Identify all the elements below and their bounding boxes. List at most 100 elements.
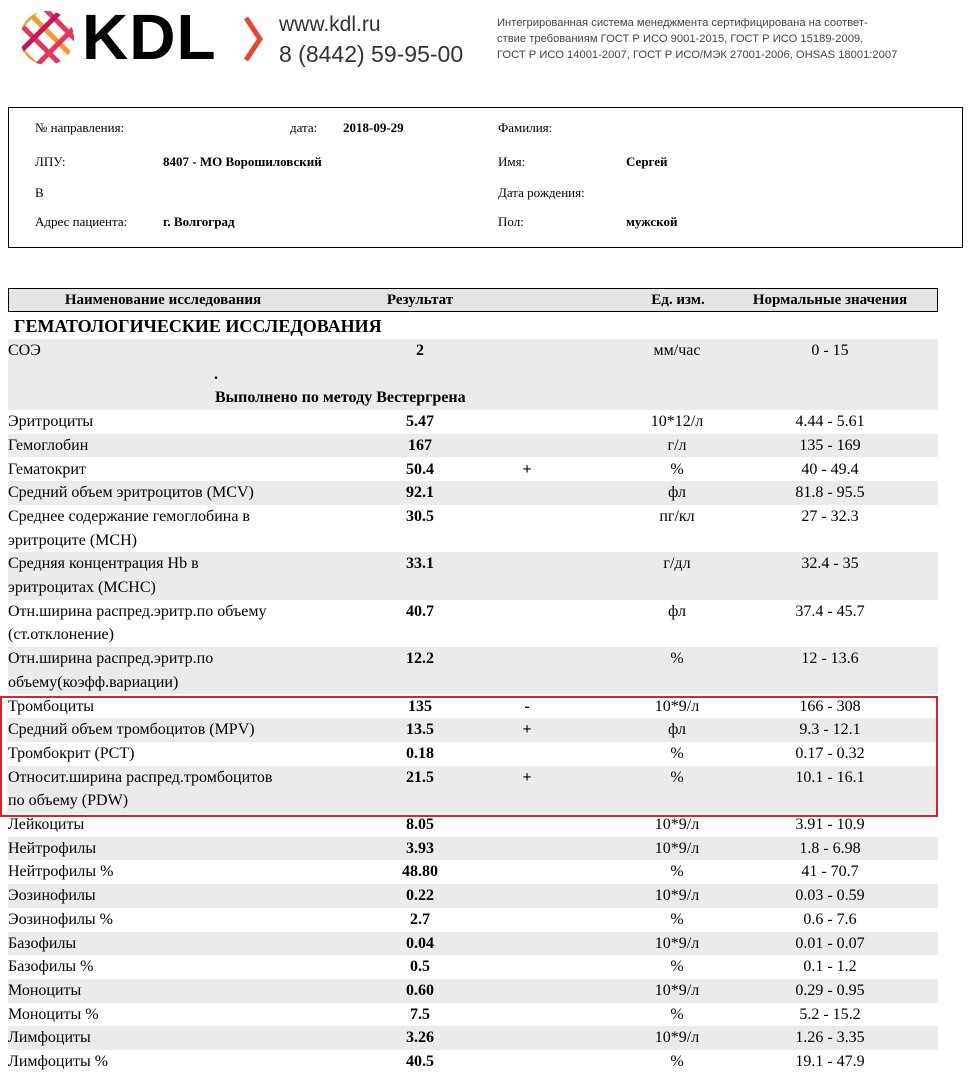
reference-range: 1.26 - 3.35 <box>795 1029 865 1047</box>
label: Адрес пациента: <box>35 214 128 229</box>
value: 8407 - МО Ворошиловский <box>163 154 322 169</box>
test-name: Отн.ширина распред.эритр.по объему(коэфф.… <box>8 647 213 694</box>
reference-range: 10.1 - 16.1 <box>795 768 865 786</box>
reference-range: 0.01 - 0.07 <box>795 934 865 952</box>
unit: 10*9/л <box>654 816 700 833</box>
table-row <box>8 931 938 956</box>
unit: 10*9/л <box>654 887 700 905</box>
unit: 10*9/л <box>654 934 700 952</box>
result: 33.1 <box>406 555 434 573</box>
unit: 10*9/л <box>654 697 700 715</box>
name-line: Лимфоциты <box>8 1029 91 1047</box>
test-name: Гематокрит <box>8 458 86 482</box>
name-line: Эозинофилы % <box>8 910 113 928</box>
reference-range: 0.29 - 0.95 <box>795 981 865 999</box>
name-line: Средний объем эритроцитов (MCV) <box>8 484 254 502</box>
table-row <box>8 647 938 695</box>
test-name: Средняя концентрация Hb в эритроцитах (MC… <box>8 552 199 599</box>
result: 7.5 <box>410 1005 430 1023</box>
certification-line: ГОСТ Р ИСО 14001-2007, ГОСТ Р ИСО/МЭК 27… <box>497 49 898 61</box>
result: 30.5 <box>406 507 434 525</box>
result: 40.5 <box>406 1053 434 1070</box>
reference-range: 0.03 - 0.59 <box>795 887 865 905</box>
value: мужской <box>626 214 678 229</box>
label: № направления: <box>35 120 125 135</box>
table-row <box>8 836 938 861</box>
unit: 10*9/л <box>654 981 700 999</box>
test-name: Нейтрофилы <box>8 837 96 861</box>
table-row <box>8 860 938 885</box>
label: Имя: <box>498 154 526 169</box>
test-name: Гемоглобин <box>8 434 88 458</box>
table-row <box>8 765 938 813</box>
reference-range: 135 - 169 <box>799 436 861 454</box>
table-row <box>8 1026 938 1050</box>
patient-box <box>8 107 963 248</box>
flag: + <box>522 768 532 786</box>
result: 167 <box>408 436 432 454</box>
unit: 10*9/л <box>654 839 700 857</box>
result: 48.80 <box>402 863 438 881</box>
reference-range: 0.1 - 1.2 <box>803 958 857 976</box>
unit: % <box>670 460 684 478</box>
column-header: Результат <box>386 292 454 308</box>
unit: % <box>670 650 684 668</box>
value: Сергей <box>626 154 668 169</box>
flag: + <box>522 721 532 739</box>
result: 0.5 <box>410 958 430 976</box>
name-line: (ст.отклонение) <box>8 626 114 644</box>
result: 0.22 <box>406 887 434 905</box>
reference-range: 81.8 - 95.5 <box>795 484 865 502</box>
table-row <box>8 481 938 505</box>
test-name: Средний объем тромбоцитов (MPV) <box>8 718 255 742</box>
flag: + <box>522 460 532 478</box>
column-header: Наименование исследования <box>64 292 262 308</box>
name-line: объему(коэфф.вариации) <box>8 673 179 691</box>
table-row <box>8 907 938 932</box>
name-line: Среднее содержание гемоглобина в <box>8 507 250 525</box>
unit: % <box>670 744 684 762</box>
name-line: Тромбокрит (PCT) <box>8 744 135 762</box>
reference-range: 27 - 32.3 <box>801 507 859 525</box>
test-name: Тромбокрит (PCT) <box>8 742 134 766</box>
name-line: Отн.ширина распред.эритр.по <box>8 650 214 668</box>
table-row <box>8 884 938 908</box>
result: 50.4 <box>406 460 434 478</box>
result: 0.18 <box>406 744 434 762</box>
result: 40.7 <box>406 602 434 620</box>
result: 0.04 <box>406 934 434 952</box>
result: 2 <box>416 342 424 359</box>
name-line: Моноциты % <box>8 1005 99 1023</box>
name-line: Нейтрофилы <box>8 839 97 857</box>
logo-chevron <box>243 16 264 62</box>
unit: фл <box>668 484 686 502</box>
value: 2018-09-29 <box>343 120 404 135</box>
result: 5.47 <box>406 413 434 431</box>
section-title: ГЕМАТОЛОГИЧЕСКИЕ ИССЛЕДОВАНИЯ <box>14 316 382 336</box>
unit: % <box>670 958 684 976</box>
test-name: СОЭ <box>8 339 41 363</box>
table-row <box>8 457 938 482</box>
name-line: Эозинофилы <box>8 887 96 905</box>
certification: Интегрированная система менеджмента серт… <box>497 15 897 63</box>
result: 92.1 <box>406 484 434 502</box>
table-row <box>8 694 938 719</box>
test-name: Тромбоциты <box>8 695 94 719</box>
reference-range: 12 - 13.6 <box>801 650 859 668</box>
logo-icon <box>20 11 74 65</box>
result: 135 <box>408 697 432 715</box>
name-line: СОЭ <box>8 342 41 359</box>
name-line: Гематокрит <box>8 460 86 478</box>
unit: % <box>670 910 684 928</box>
test-name: Относит.ширина распред.тромбоцитов по объ… <box>8 766 272 813</box>
name-line: Средняя концентрация Hb в <box>8 555 199 573</box>
table-row <box>8 599 938 648</box>
unit: фл <box>668 721 686 739</box>
phone: 8 (8442) 59-95-00 <box>279 41 464 67</box>
reference-range: 9.3 - 12.1 <box>799 721 861 739</box>
result: 3.93 <box>406 839 434 857</box>
test-name: Моноциты <box>8 979 81 1003</box>
name-line: Базофилы % <box>8 958 94 976</box>
test-name: Базофилы <box>8 932 76 956</box>
note-marker: . <box>214 365 218 383</box>
